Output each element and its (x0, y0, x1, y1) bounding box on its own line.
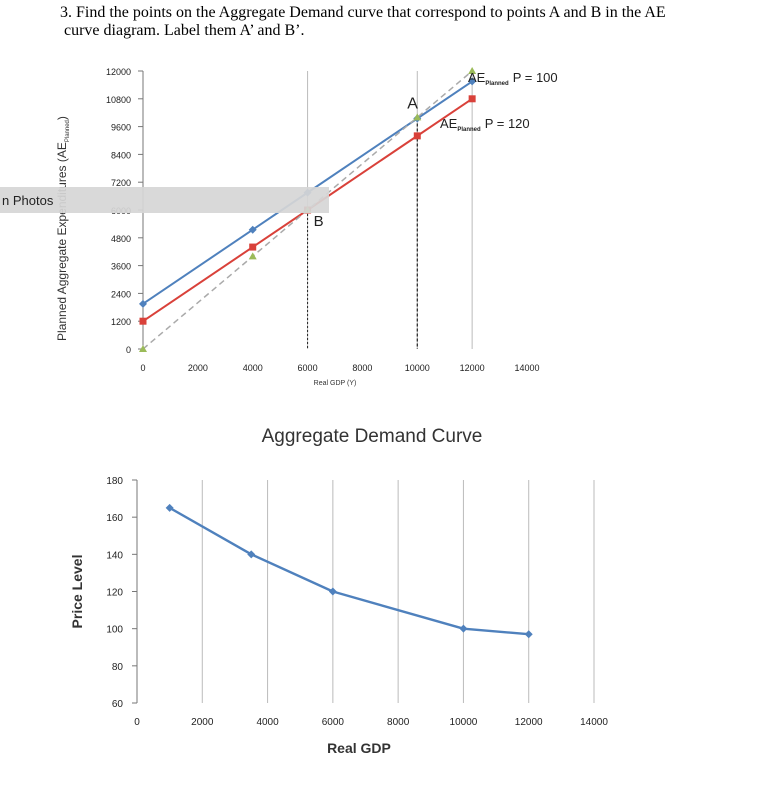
series-label-p120: AEPlanned P = 120 (440, 116, 530, 133)
y-tick-label: 3600 (111, 262, 131, 272)
ad-curve-point (459, 624, 468, 633)
y-tick-label: 9600 (111, 123, 131, 133)
series-2-point (139, 345, 147, 352)
series-1-point (249, 243, 257, 251)
ad-chart: Aggregate Demand Curve 60 80 100 120 140 160 18… (69, 426, 608, 756)
ad-curve (169, 506, 529, 636)
y-tick-label: 1200 (111, 317, 131, 327)
y-tick-label: 10800 (106, 95, 131, 105)
ad-x-axis-title: Real GDP (327, 740, 391, 756)
ad-y-tick-label: 140 (106, 550, 123, 561)
x-tick-label: 8000 (352, 363, 372, 373)
series-1-point (413, 132, 421, 140)
ad-x-tick-label: 6000 (322, 717, 345, 728)
ad-y-tick-label: 100 (106, 625, 123, 636)
x-tick-label: 6000 (298, 363, 318, 373)
ad-y-tick-label: 80 (112, 662, 124, 673)
y-tick-label: 8400 (111, 150, 131, 160)
question-text: 3. Find the points on the Aggregate Dema… (60, 4, 750, 40)
ad-y-tick-label: 60 (112, 699, 124, 710)
ae-chart: 0 1200 2400 3600 4800 6000 7200 8400 9600 10800 12… (55, 67, 558, 387)
series-2-point (468, 67, 477, 74)
y-axis-title: Planned Aggregate Expenditures (AEPlanne… (55, 116, 71, 341)
y-tick-label: 2400 (111, 289, 131, 299)
annotation-b: B (314, 213, 324, 230)
photos-overlay-label: n Photos (2, 193, 54, 208)
annotation-a: A (407, 95, 418, 112)
series-1-point (139, 317, 147, 325)
ad-curve-point (247, 550, 256, 559)
y-tick-label: 12000 (106, 67, 131, 77)
question-line-2: curve diagram. Label them A’ and B’. (64, 22, 305, 39)
ad-y-tick-label: 160 (106, 513, 123, 524)
ad-y-tick-label: 120 (106, 588, 123, 599)
ad-x-tick-label: 0 (134, 717, 140, 728)
ad-y-axis-title: Price Level (69, 555, 85, 629)
ad-curve-point (328, 587, 337, 596)
series-label-p100: AEPlanned P = 100 (468, 70, 558, 87)
ad-chart-title: Aggregate Demand Curve (262, 426, 483, 447)
y-tick-label: 0 (126, 345, 131, 355)
question-line-1: 3. Find the points on the Aggregate Dema… (60, 4, 666, 21)
x-tick-label: 4000 (243, 363, 263, 373)
ad-y-tick-label: 180 (106, 476, 123, 487)
x-axis-title: Real GDP (Y) (314, 380, 357, 387)
x-tick-label: 0 (140, 363, 145, 373)
x-tick-label: 2000 (188, 363, 208, 373)
ad-curve-point (165, 503, 174, 512)
series-0-point (468, 77, 477, 86)
ad-x-tick-label: 12000 (515, 717, 543, 728)
y-tick-label: 7200 (111, 178, 131, 188)
x-tick-label: 12000 (460, 363, 485, 373)
ad-x-tick-label: 8000 (387, 717, 410, 728)
series-1-point (468, 95, 476, 103)
ad-curve-point (524, 630, 533, 639)
photos-overlay-bar[interactable]: n Photos (0, 187, 329, 213)
x-tick-label: 10000 (405, 363, 430, 373)
series-0-point (248, 225, 257, 234)
ad-x-tick-label: 14000 (580, 717, 608, 728)
x-tick-label: 14000 (514, 363, 539, 373)
ad-x-tick-label: 4000 (256, 717, 279, 728)
series-2-point (248, 252, 257, 260)
ad-x-tick-label: 10000 (450, 717, 478, 728)
ad-x-tick-label: 2000 (191, 717, 214, 728)
series-2-point (413, 113, 422, 121)
y-tick-label: 4800 (111, 234, 131, 244)
series-0-point (139, 299, 147, 308)
